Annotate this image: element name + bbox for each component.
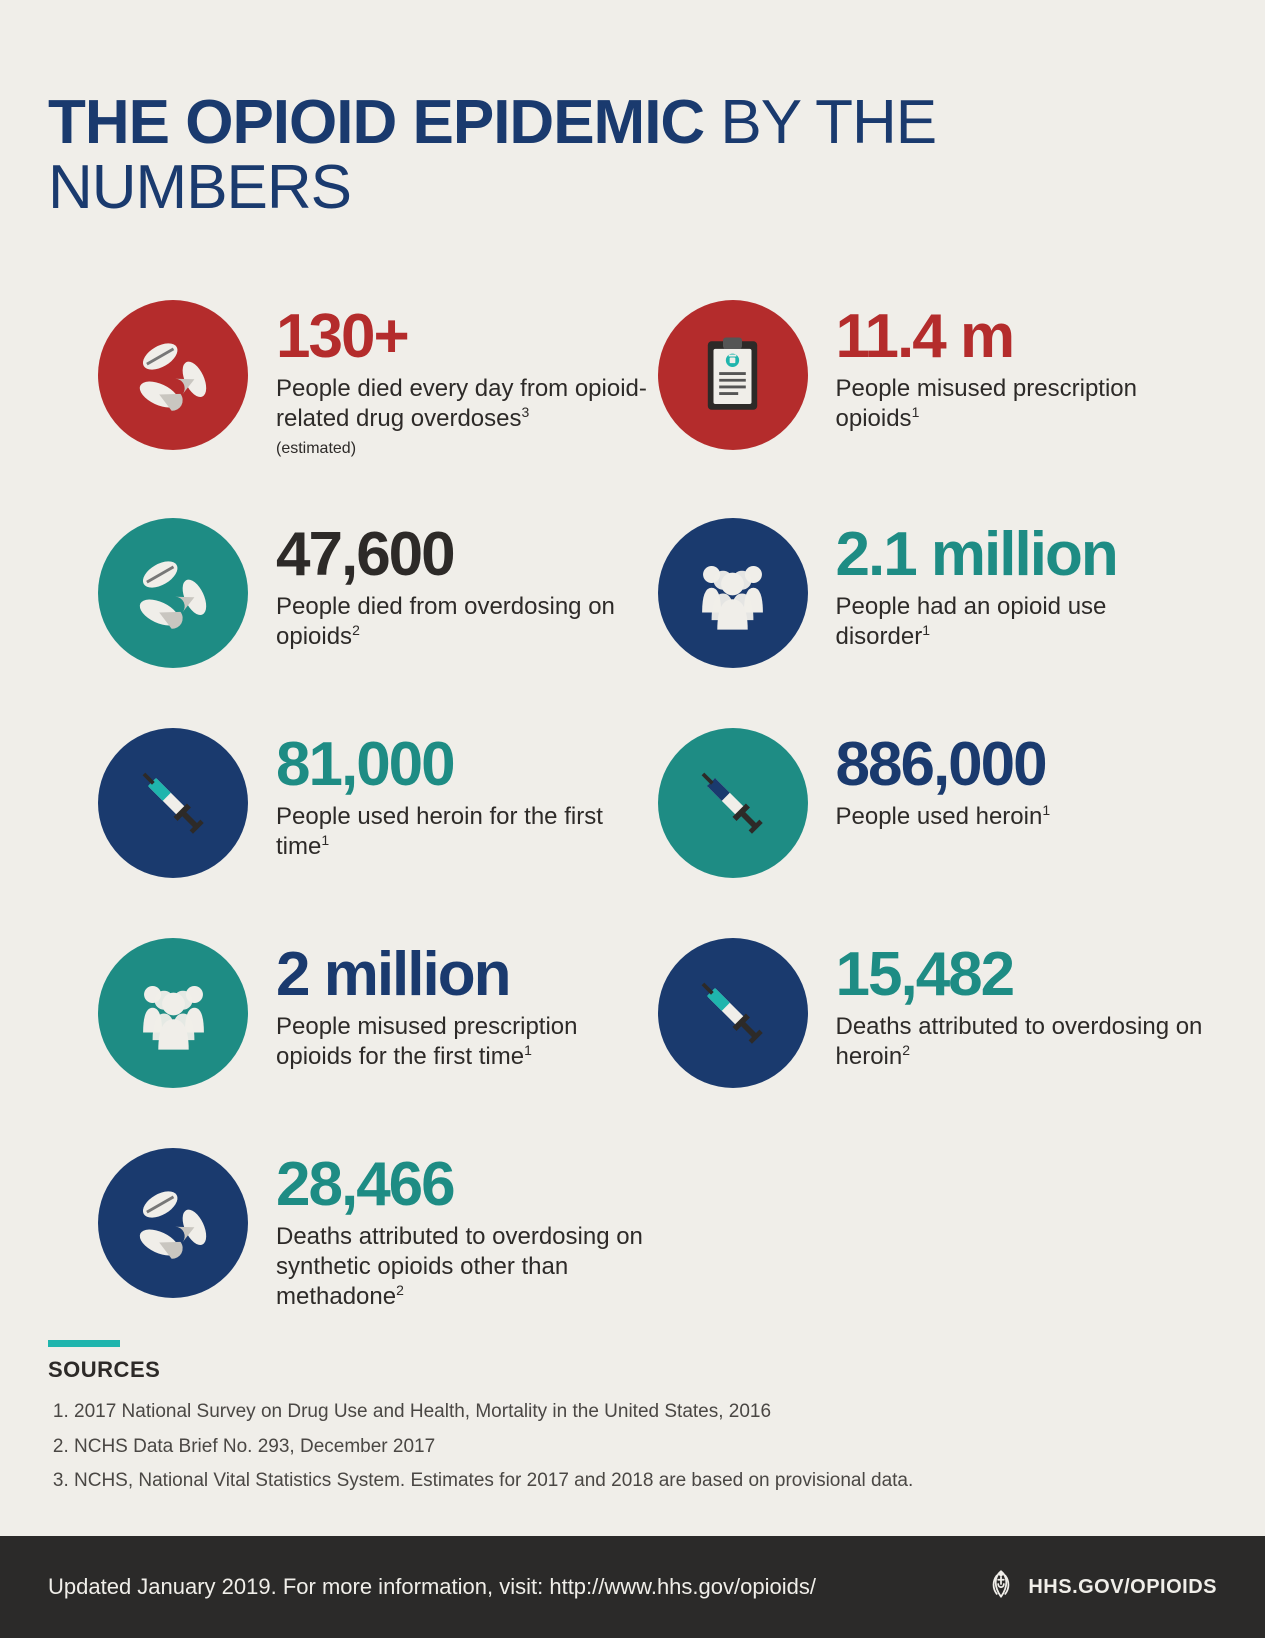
title-bold: THE OPIOID EPIDEMIC (48, 88, 704, 157)
pills-icon (98, 1148, 248, 1298)
hhs-icon (984, 1567, 1018, 1607)
stat-use-disorder: 2.1 millionPeople had an opioid use diso… (658, 518, 1208, 668)
syringe-icon (98, 728, 248, 878)
stat-text: 81,000People used heroin for the first t… (276, 728, 648, 862)
stat-description: Deaths attributed to overdosing on synth… (276, 1222, 648, 1312)
stat-text: 11.4 mPeople misused prescription opioid… (836, 300, 1208, 434)
stats-grid: 130+People died every day from opioid-re… (48, 300, 1217, 1312)
stat-used-heroin: 886,000 People used heroin1 (658, 728, 1208, 878)
stat-description: People used heroin1 (836, 802, 1051, 832)
stat-description: People misused prescription opioids for … (276, 1012, 648, 1072)
pills-icon (98, 300, 248, 450)
sources-accent-bar (48, 1340, 120, 1347)
stat-misused-rx: 11.4 mPeople misused prescription opioid… (658, 300, 1208, 458)
stat-number: 2 million (276, 944, 648, 1006)
clipboard-icon (658, 300, 808, 450)
stat-number: 47,600 (276, 524, 648, 586)
stat-misused-first-time: 2 millionPeople misused prescription opi… (98, 938, 648, 1088)
stat-description: People died from overdosing on opioids2 (276, 592, 648, 652)
stat-heroin-deaths: 15,482Deaths attributed to overdosing on… (658, 938, 1208, 1088)
footer: Updated January 2019. For more informati… (0, 1536, 1265, 1638)
stat-text: 886,000 People used heroin1 (836, 728, 1051, 832)
page-title: THE OPIOID EPIDEMIC BY THE NUMBERS (48, 90, 1217, 220)
stat-number: 886,000 (836, 734, 1051, 796)
stat-description: People used heroin for the first time1 (276, 802, 648, 862)
syringe-icon (658, 938, 808, 1088)
stat-text: 130+People died every day from opioid-re… (276, 300, 648, 458)
sources-list: 2017 National Survey on Drug Use and Hea… (48, 1395, 1217, 1498)
stat-heroin-first-time: 81,000People used heroin for the first t… (98, 728, 648, 878)
stat-text: 2 millionPeople misused prescription opi… (276, 938, 648, 1072)
stat-subtext: (estimated) (276, 440, 648, 458)
stat-synthetic-deaths: 28,466Deaths attributed to overdosing on… (98, 1148, 648, 1312)
footer-logo: HHS.GOV/OPIOIDS (984, 1567, 1217, 1607)
pills-icon (98, 518, 248, 668)
stat-number: 81,000 (276, 734, 648, 796)
stat-text: 2.1 millionPeople had an opioid use diso… (836, 518, 1208, 652)
stat-number: 15,482 (836, 944, 1208, 1006)
footer-logo-text: HHS.GOV/OPIOIDS (1028, 1576, 1217, 1599)
people-icon (98, 938, 248, 1088)
stat-description: Deaths attributed to overdosing on heroi… (836, 1012, 1208, 1072)
stat-description: People had an opioid use disorder1 (836, 592, 1208, 652)
sources-section: SOURCES 2017 National Survey on Drug Use… (48, 1340, 1217, 1498)
stat-text: 15,482Deaths attributed to overdosing on… (836, 938, 1208, 1072)
sources-title: SOURCES (48, 1357, 1217, 1383)
stat-deaths-per-day: 130+People died every day from opioid-re… (98, 300, 648, 458)
stat-number: 11.4 m (836, 306, 1208, 368)
syringe-icon (658, 728, 808, 878)
stat-number: 28,466 (276, 1154, 648, 1216)
stat-description: People misused prescription opioids1 (836, 374, 1208, 434)
stat-number: 130+ (276, 306, 648, 368)
stat-description: People died every day from opioid-relate… (276, 374, 648, 434)
stat-number: 2.1 million (836, 524, 1208, 586)
source-item: NCHS, National Vital Statistics System. … (74, 1464, 1217, 1498)
source-item: NCHS Data Brief No. 293, December 2017 (74, 1430, 1217, 1464)
footer-text: Updated January 2019. For more informati… (48, 1574, 816, 1600)
stat-died-overdose: 47,600People died from overdosing on opi… (98, 518, 648, 668)
infographic-page: THE OPIOID EPIDEMIC BY THE NUMBERS 130+P… (0, 0, 1265, 1638)
stat-text: 28,466Deaths attributed to overdosing on… (276, 1148, 648, 1312)
stat-text: 47,600People died from overdosing on opi… (276, 518, 648, 652)
people-icon (658, 518, 808, 668)
source-item: 2017 National Survey on Drug Use and Hea… (74, 1395, 1217, 1429)
